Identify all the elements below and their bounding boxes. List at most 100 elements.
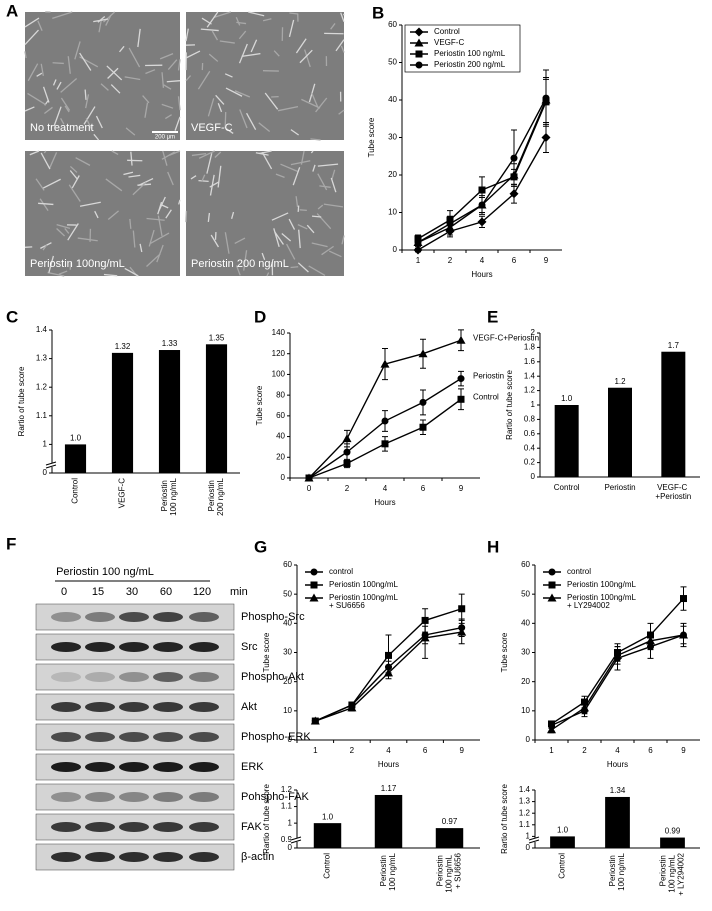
axis-break <box>529 838 541 842</box>
cell <box>295 196 299 208</box>
cell <box>219 40 235 44</box>
cell <box>308 265 326 276</box>
marker <box>613 650 622 659</box>
cell <box>148 229 155 247</box>
legend-label: control <box>567 567 591 576</box>
cell <box>24 29 39 45</box>
blot-band <box>153 822 183 832</box>
cell <box>24 17 40 28</box>
y-tick-label: 120 <box>272 349 286 358</box>
marker <box>310 581 318 589</box>
marker <box>510 154 518 162</box>
cell <box>137 28 141 48</box>
scale-bar-label: 200 μm <box>155 135 175 141</box>
cell <box>100 83 109 91</box>
cell <box>341 235 345 245</box>
blot-band <box>51 672 81 682</box>
cell <box>273 228 280 247</box>
cell <box>299 209 307 212</box>
x-tick-label: Periostin 100 ng/mL <box>608 852 626 890</box>
text-line: Periostin <box>436 853 445 886</box>
cell <box>40 152 51 170</box>
cell <box>36 72 43 77</box>
cell <box>69 170 78 180</box>
x-tick-label: VEGF-C <box>118 478 127 508</box>
y-tick-label: 40 <box>388 95 397 104</box>
blot-band <box>153 852 183 862</box>
legend-label: Periostin 100ng/mL + LY294002 <box>567 593 638 610</box>
cell <box>185 50 201 59</box>
cell <box>105 14 112 26</box>
cell <box>142 95 150 104</box>
axis-break <box>290 836 302 841</box>
cell <box>60 78 78 93</box>
cell <box>200 28 219 32</box>
protein-label: FAK <box>241 821 262 833</box>
cell <box>234 237 246 244</box>
axis-break <box>291 838 303 842</box>
blot-band <box>189 792 219 802</box>
cell <box>297 224 308 230</box>
image-label: Periostin 100ng/mL <box>30 258 125 270</box>
marker <box>456 335 466 344</box>
image-label: VEGF-C <box>191 122 233 134</box>
blot-band <box>119 642 149 652</box>
blot-band <box>51 702 81 712</box>
marker <box>380 359 390 368</box>
cell <box>210 234 220 248</box>
cell <box>290 266 299 269</box>
text-line: 200 ng/mL <box>216 477 225 515</box>
value-label: 0.99 <box>665 827 681 836</box>
legend-label: control <box>329 567 353 576</box>
y-tick-label: 0.9 <box>281 835 293 844</box>
y-axis-title: Rartio of tube score <box>17 366 26 436</box>
marker <box>541 133 551 142</box>
marker <box>446 220 454 228</box>
bar <box>158 350 181 473</box>
marker <box>548 581 556 589</box>
y-tick-label: 30 <box>521 648 530 657</box>
cell <box>246 112 257 130</box>
blot-band <box>189 702 219 712</box>
y-tick-label: 1.2 <box>36 382 48 391</box>
blot-band <box>85 792 115 802</box>
y-tick-label: 1 <box>288 818 293 827</box>
cell <box>106 65 123 81</box>
cell <box>38 202 54 206</box>
cell <box>304 49 311 68</box>
cell <box>60 117 65 125</box>
y-tick-label: 1.1 <box>281 802 293 811</box>
panel-letter: C <box>6 307 18 326</box>
y-axis-title: Rartio of tube score <box>505 370 514 440</box>
blot-band <box>153 792 183 802</box>
value-label: 0.97 <box>442 817 458 826</box>
blot-band <box>119 732 149 742</box>
marker <box>419 398 427 406</box>
cell <box>165 209 172 219</box>
y-tick-label: 50 <box>521 589 530 598</box>
cell <box>52 79 57 86</box>
cell <box>56 224 71 230</box>
y-tick-label: 1.1 <box>36 411 48 420</box>
x-tick-label: 2 <box>350 746 355 755</box>
marker <box>342 434 352 443</box>
blot-band <box>119 792 149 802</box>
blot-band <box>189 852 219 862</box>
cell <box>217 102 223 113</box>
x-tick-label: VEGF-C +Periostin <box>655 483 691 501</box>
y-tick-label: 40 <box>521 618 530 627</box>
cell <box>156 244 164 263</box>
blot-strip <box>35 663 235 691</box>
blot-band <box>189 612 219 622</box>
cell <box>266 272 270 277</box>
cell <box>197 70 211 90</box>
cell <box>243 250 248 271</box>
cell <box>297 262 309 273</box>
blot-band <box>119 762 149 772</box>
cell <box>177 59 181 71</box>
panel-letter: D <box>254 307 266 326</box>
cell <box>178 199 181 205</box>
cell <box>27 92 47 106</box>
